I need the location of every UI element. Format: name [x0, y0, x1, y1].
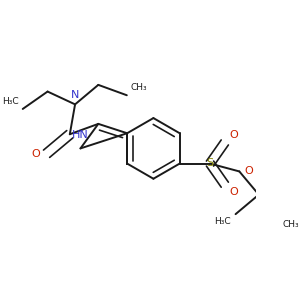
Text: H₃C: H₃C	[214, 217, 231, 226]
Text: O: O	[230, 187, 238, 197]
Text: O: O	[32, 149, 40, 159]
Text: CH₃: CH₃	[282, 220, 299, 229]
Text: S: S	[206, 158, 214, 168]
Text: H₃C: H₃C	[2, 97, 19, 106]
Text: O: O	[230, 130, 238, 140]
Text: N: N	[71, 90, 79, 100]
Text: O: O	[244, 166, 253, 176]
Text: CH₃: CH₃	[131, 83, 147, 92]
Text: HN: HN	[72, 130, 89, 140]
